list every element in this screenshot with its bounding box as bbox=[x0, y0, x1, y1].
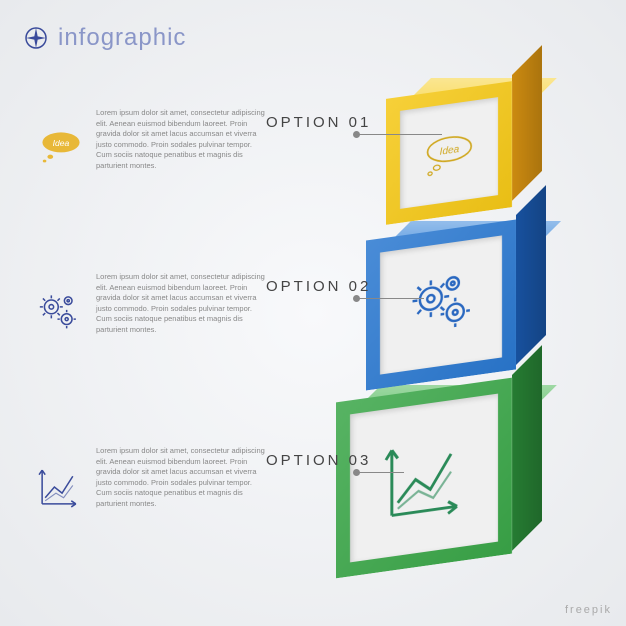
text-block-1: Lorem ipsum dolor sit amet, consectetur … bbox=[96, 108, 266, 171]
cube-front-face: Idea bbox=[386, 81, 512, 225]
text-block-3: Lorem ipsum dolor sit amet, consectetur … bbox=[96, 446, 266, 509]
side-icon-chart bbox=[36, 464, 86, 514]
gears-icon bbox=[404, 263, 477, 346]
svg-text:Idea: Idea bbox=[53, 138, 70, 148]
cube-side-face bbox=[512, 345, 542, 551]
pointer-line-3 bbox=[356, 472, 404, 473]
compass-icon bbox=[24, 26, 48, 50]
cube-front-face bbox=[366, 219, 516, 390]
cube-side-face bbox=[516, 185, 546, 365]
watermark: freepik bbox=[565, 604, 612, 616]
cube-inset bbox=[380, 235, 502, 374]
chart-icon bbox=[36, 464, 82, 510]
page-title: infographic bbox=[58, 24, 186, 52]
svg-text:Idea: Idea bbox=[439, 144, 459, 158]
idea-icon: Idea bbox=[36, 126, 86, 166]
cube-front-face bbox=[336, 378, 512, 579]
option-label-3: OPTION 03 bbox=[266, 452, 371, 469]
pointer-line-1 bbox=[356, 134, 442, 135]
side-icon-idea: Idea bbox=[36, 126, 86, 176]
side-icon-gears bbox=[36, 290, 86, 340]
option-label-2: OPTION 02 bbox=[266, 278, 371, 295]
option-label-1: OPTION 01 bbox=[266, 114, 371, 131]
cube-side-face bbox=[512, 45, 542, 201]
chart-icon bbox=[380, 427, 469, 528]
text-block-2: Lorem ipsum dolor sit amet, consectetur … bbox=[96, 272, 266, 335]
gears-icon bbox=[36, 290, 82, 336]
pointer-line-2 bbox=[356, 298, 424, 299]
idea-icon: Idea bbox=[420, 119, 479, 186]
header: infographic bbox=[24, 24, 186, 52]
cube-inset: Idea bbox=[400, 97, 498, 209]
cube-stack: Idea bbox=[326, 90, 586, 590]
cube-inset bbox=[350, 394, 498, 563]
